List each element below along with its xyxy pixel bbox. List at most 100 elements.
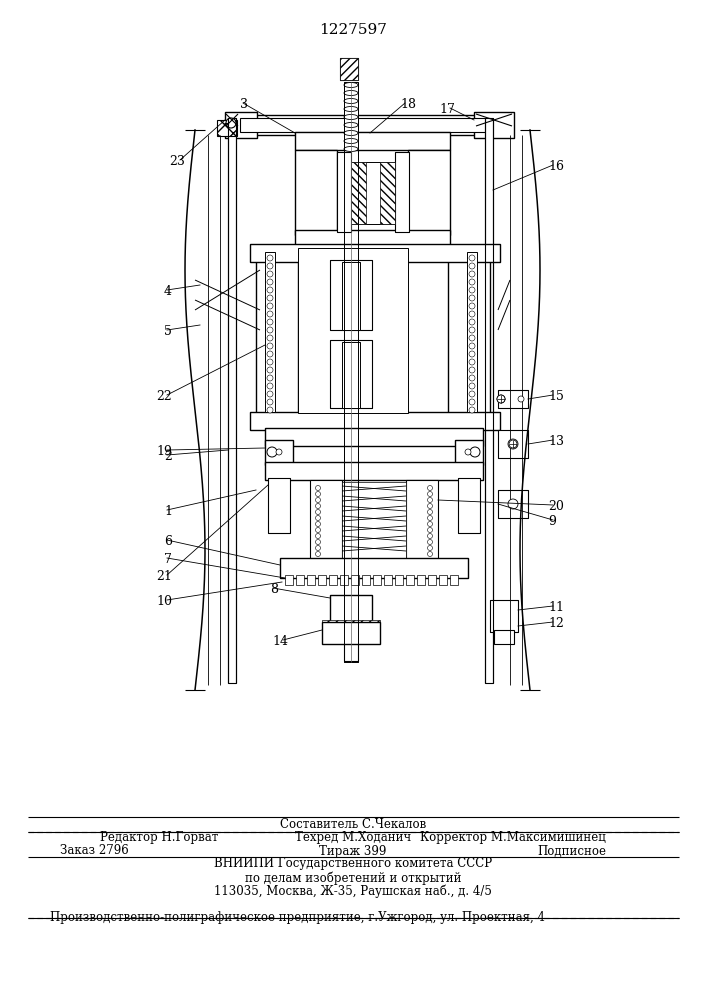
Bar (250, 412, 500, 430)
Circle shape (315, 546, 320, 550)
Text: Заказ 2796: Заказ 2796 (60, 844, 129, 857)
Bar (498, 490, 528, 518)
Bar (280, 558, 468, 578)
Circle shape (469, 375, 475, 381)
Bar (408, 150, 450, 235)
Text: 113035, Москва, Ж-35, Раушская наб., д. 4/5: 113035, Москва, Ж-35, Раушская наб., д. … (214, 884, 492, 898)
Text: 9: 9 (548, 515, 556, 528)
Bar (217, 120, 237, 136)
Circle shape (465, 449, 471, 455)
Text: 6: 6 (164, 535, 172, 548)
Bar (342, 482, 406, 558)
Bar (322, 620, 380, 642)
Circle shape (315, 552, 320, 556)
Bar (344, 82, 358, 662)
Circle shape (315, 528, 320, 532)
Bar (337, 152, 351, 232)
Text: 2: 2 (164, 450, 172, 463)
Bar (322, 622, 380, 644)
Bar (498, 390, 528, 408)
Circle shape (469, 271, 475, 277)
Text: Техред М.Ходанич: Техред М.Ходанич (295, 830, 411, 844)
Bar (265, 252, 275, 412)
Bar (330, 595, 372, 623)
Circle shape (315, 540, 320, 544)
Bar (450, 575, 458, 585)
Circle shape (469, 279, 475, 285)
Bar (250, 244, 500, 262)
Circle shape (497, 395, 505, 403)
Circle shape (428, 491, 433, 496)
Circle shape (428, 534, 433, 538)
Bar (494, 630, 514, 644)
Bar (428, 575, 436, 585)
Bar (295, 150, 337, 235)
Circle shape (267, 287, 273, 293)
Text: 16: 16 (548, 160, 564, 173)
Text: 11: 11 (548, 601, 564, 614)
Bar (417, 575, 425, 585)
Circle shape (267, 271, 273, 277)
Ellipse shape (344, 91, 358, 96)
Bar (330, 260, 372, 330)
Circle shape (428, 540, 433, 544)
Bar (351, 575, 359, 585)
Bar (474, 112, 514, 138)
Bar (250, 412, 500, 430)
Bar (498, 390, 528, 408)
Bar (342, 342, 360, 408)
Text: 20: 20 (548, 500, 564, 513)
Circle shape (267, 407, 273, 413)
Bar (340, 58, 358, 80)
Circle shape (469, 335, 475, 341)
Bar (351, 162, 366, 224)
Text: 12: 12 (548, 617, 564, 630)
Bar (458, 478, 480, 533)
Circle shape (469, 391, 475, 397)
Circle shape (428, 528, 433, 532)
Circle shape (518, 396, 524, 402)
Circle shape (469, 303, 475, 309)
Bar (310, 480, 342, 560)
Text: 8: 8 (270, 583, 278, 596)
Circle shape (428, 546, 433, 550)
Bar (395, 575, 403, 585)
Bar (256, 248, 298, 418)
Bar (295, 230, 450, 246)
Circle shape (315, 510, 320, 514)
Circle shape (469, 399, 475, 405)
Text: по делам изобретений и открытий: по делам изобретений и открытий (245, 871, 461, 885)
Circle shape (508, 439, 518, 449)
Circle shape (469, 367, 475, 373)
Ellipse shape (344, 122, 358, 127)
Bar (280, 558, 468, 578)
Bar (380, 162, 395, 224)
Text: 19: 19 (156, 445, 172, 458)
Circle shape (315, 486, 320, 490)
Bar (448, 248, 490, 418)
Bar (307, 575, 315, 585)
Circle shape (508, 499, 518, 509)
Circle shape (497, 395, 505, 403)
Text: 5: 5 (164, 325, 172, 338)
Text: 22: 22 (156, 390, 172, 403)
Text: 18: 18 (400, 98, 416, 111)
Bar (439, 575, 447, 585)
Circle shape (267, 351, 273, 357)
Bar (406, 480, 438, 560)
Circle shape (428, 486, 433, 490)
Circle shape (469, 263, 475, 269)
Text: 21: 21 (156, 570, 172, 583)
Text: 14: 14 (272, 635, 288, 648)
Bar (340, 58, 358, 80)
Circle shape (469, 287, 475, 293)
Bar (330, 595, 372, 623)
Ellipse shape (344, 83, 358, 88)
Bar (256, 248, 298, 418)
Bar (384, 575, 392, 585)
Bar (285, 575, 293, 585)
Text: Тираж 399: Тираж 399 (320, 844, 387, 857)
Circle shape (267, 335, 273, 341)
Bar (298, 248, 408, 413)
Circle shape (267, 303, 273, 309)
